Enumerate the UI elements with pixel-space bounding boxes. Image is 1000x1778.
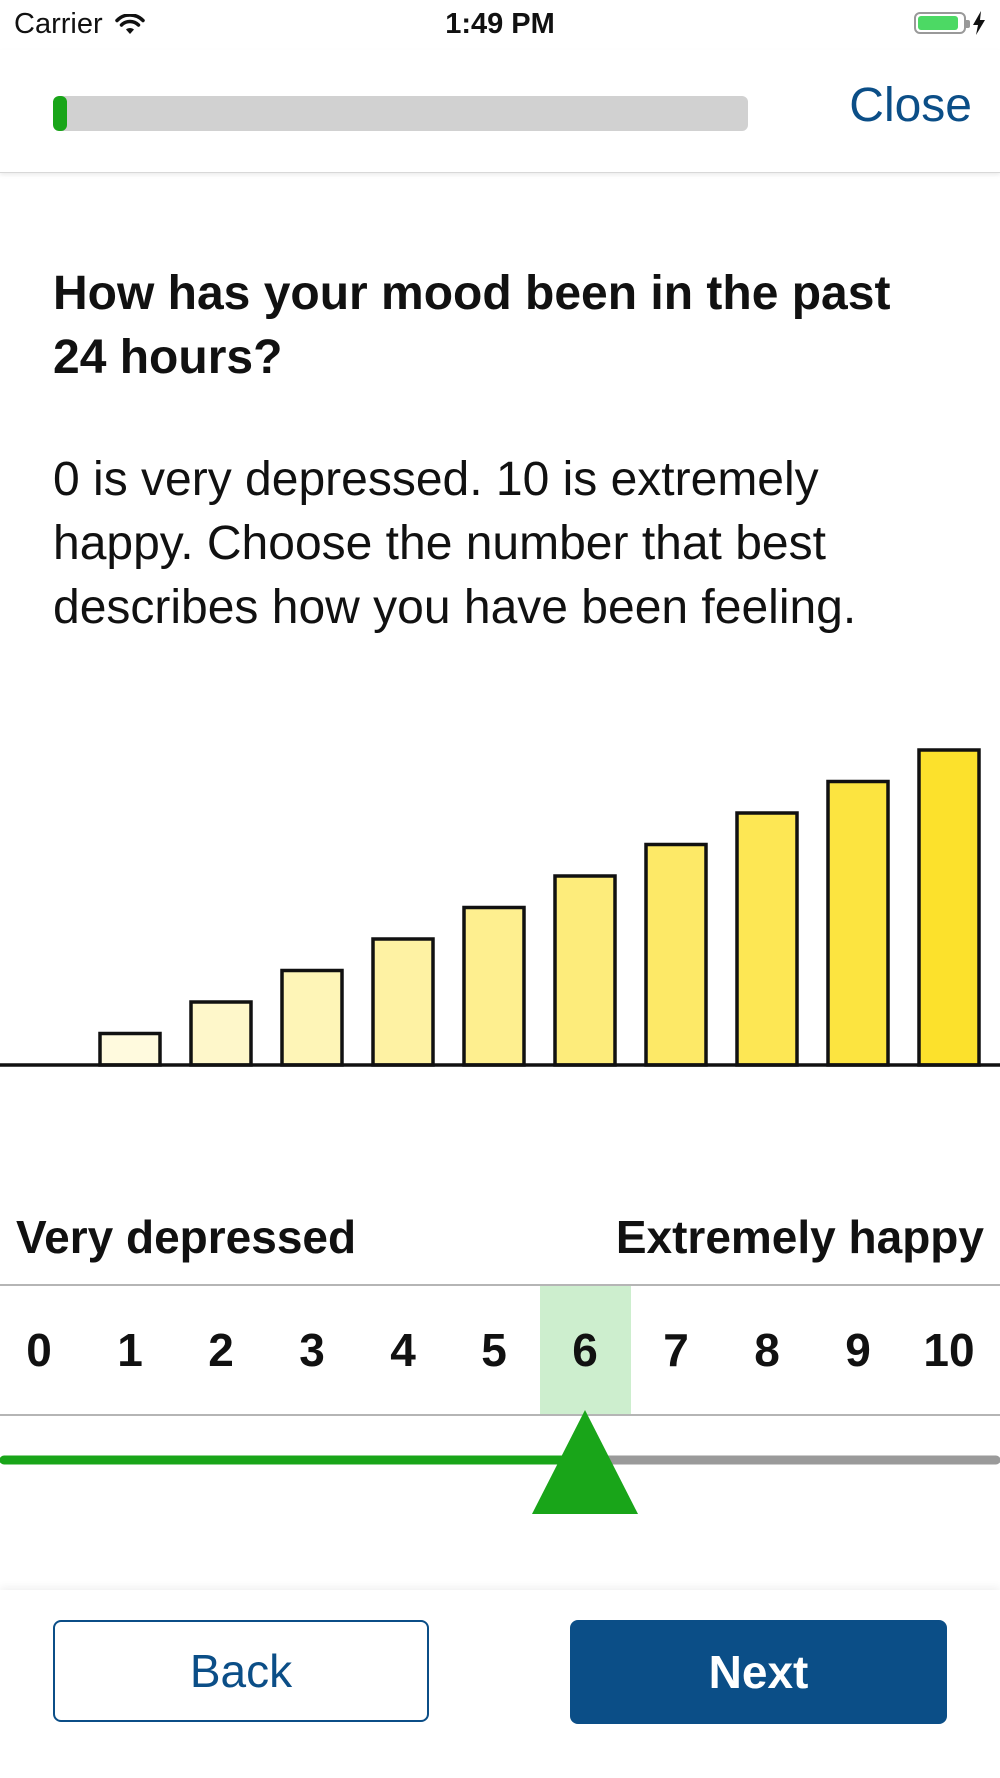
rating-option-label: 3: [299, 1324, 325, 1376]
mood-bar-10: [917, 748, 981, 1067]
wifi-icon: [114, 13, 145, 34]
rating-option-label: 6: [572, 1324, 598, 1376]
rating-option-4[interactable]: 4: [358, 1286, 449, 1414]
rating-option-label: 2: [208, 1324, 234, 1376]
scale-max-label: Extremely happy: [615, 1211, 984, 1263]
mood-intensity-graphic: [0, 748, 1000, 1067]
mood-bar-1: [98, 1031, 162, 1067]
mood-bar-7: [644, 842, 708, 1067]
rating-option-8[interactable]: 8: [722, 1286, 813, 1414]
rating-option-label: 1: [117, 1324, 143, 1376]
mood-bar-3: [280, 968, 344, 1067]
rating-option-5[interactable]: 5: [449, 1286, 540, 1414]
rating-option-7[interactable]: 7: [631, 1286, 722, 1414]
carrier-label: Carrier: [14, 8, 103, 40]
rating-option-label: 10: [923, 1324, 975, 1376]
rating-scale: 0 1 2 3 4 5 6 7 8 9 10: [0, 1284, 1000, 1416]
question-title: How has your mood been in the past 24 ho…: [53, 267, 891, 384]
rating-slider[interactable]: [0, 1410, 1000, 1520]
rating-option-3[interactable]: 3: [267, 1286, 358, 1414]
status-bar: Carrier 1:49 PM: [0, 0, 1000, 50]
rating-option-label: 0: [26, 1324, 52, 1376]
survey-progress-fill: [53, 96, 67, 131]
rating-option-label: 4: [390, 1324, 416, 1376]
rating-option-10[interactable]: 10: [904, 1286, 995, 1414]
survey-progress-bar: [53, 96, 748, 131]
rating-option-label: 9: [845, 1324, 871, 1376]
close-button[interactable]: Close: [849, 79, 972, 132]
next-button[interactable]: Next: [570, 1620, 947, 1724]
rating-option-9[interactable]: 9: [813, 1286, 904, 1414]
rating-option-label: 5: [481, 1324, 507, 1376]
slider-thumb[interactable]: [532, 1410, 638, 1514]
battery-indicator: [914, 11, 986, 35]
rating-option-label: 8: [754, 1324, 780, 1376]
top-nav: Close: [0, 50, 1000, 173]
mood-bar-6: [553, 874, 617, 1067]
mood-bar-4: [371, 937, 435, 1067]
question-instructions: 0 is very depressed. 10 is extremely hap…: [53, 453, 857, 634]
battery-icon: [914, 12, 970, 34]
rating-option-2[interactable]: 2: [176, 1286, 267, 1414]
carrier-indicator: Carrier: [14, 8, 145, 41]
battery-level: [918, 16, 958, 30]
back-button[interactable]: Back: [53, 1620, 429, 1722]
status-time: 1:49 PM: [445, 8, 555, 40]
rating-option-label: 7: [663, 1324, 689, 1376]
footer: Back Next: [0, 1590, 1000, 1778]
scale-min-label: Very depressed: [16, 1211, 357, 1263]
mood-bar-9: [826, 779, 890, 1067]
rating-option-6[interactable]: 6: [539, 1286, 631, 1414]
rating-option-0[interactable]: 0: [0, 1286, 85, 1414]
rating-option-1[interactable]: 1: [85, 1286, 176, 1414]
mood-bar-2: [189, 1000, 253, 1067]
mood-bar-5: [462, 905, 526, 1067]
mood-bar-8: [735, 811, 799, 1067]
charging-bolt-icon: [973, 11, 985, 35]
